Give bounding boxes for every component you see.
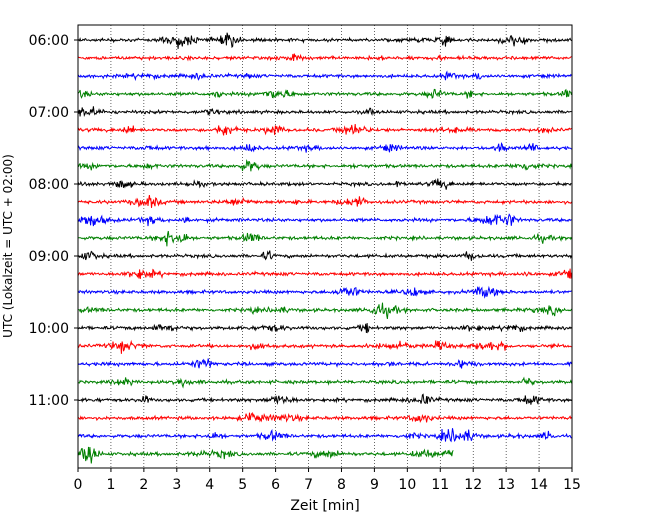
trace-1000 (77, 323, 572, 334)
trace-0815 (77, 195, 572, 208)
trace-0615 (77, 53, 572, 62)
x-tick-label: 1 (106, 477, 115, 493)
y-axis-label: UTC (Lokalzeit = UTC + 02:00) (1, 154, 15, 338)
x-tick-label: 12 (464, 477, 482, 493)
traces (77, 32, 572, 464)
x-axis: 0 1 2 3 4 5 6 7 8 9 10 11 12 13 14 15 (74, 468, 581, 493)
trace-1115 (77, 411, 572, 424)
x-tick-label: 7 (304, 477, 313, 493)
x-tick-label: 6 (271, 477, 280, 493)
y-tick-label: 10:00 (29, 321, 69, 337)
plot-background (78, 25, 572, 468)
x-tick-label: 10 (398, 477, 416, 493)
trace-0845 (77, 230, 572, 247)
x-tick-label: 4 (205, 477, 214, 493)
y-tick-label: 11:00 (29, 393, 69, 409)
trace-0830 (77, 213, 572, 227)
trace-0600 (77, 32, 572, 49)
x-tick-label: 9 (370, 477, 379, 493)
x-tick-label: 8 (337, 477, 346, 493)
y-tick-label: 09:00 (29, 249, 69, 265)
trace-0630 (77, 70, 572, 82)
y-tick-label: 07:00 (29, 105, 69, 121)
trace-1045 (77, 376, 572, 389)
x-axis-label: Zeit [min] (290, 498, 359, 514)
y-tick-label: 08:00 (29, 177, 69, 193)
x-tick-label: 13 (497, 477, 515, 493)
trace-0730 (77, 142, 572, 153)
y-axis: 06:00 07:00 08:00 09:00 10:00 11:00 (29, 33, 78, 409)
trace-1030 (77, 358, 572, 369)
trace-0645 (77, 88, 572, 99)
gridlines (110, 25, 540, 468)
trace-0915 (77, 268, 572, 279)
trace-1145 (77, 446, 454, 464)
trace-1015 (77, 339, 572, 354)
trace-0745 (78, 158, 572, 172)
x-tick-label: 15 (563, 477, 581, 493)
trace-0800 (77, 178, 572, 190)
x-tick-label: 5 (238, 477, 247, 493)
trace-0700 (77, 106, 572, 117)
x-tick-label: 14 (530, 477, 548, 493)
x-tick-label: 0 (74, 477, 83, 493)
trace-0900 (77, 250, 572, 261)
x-tick-label: 3 (172, 477, 181, 493)
trace-0715 (77, 124, 572, 136)
y-tick-label: 06:00 (29, 33, 69, 49)
plot-frame (77, 24, 573, 469)
x-tick-label: 11 (431, 477, 449, 493)
trace-1100 (77, 393, 572, 406)
trace-0945 (77, 302, 572, 319)
x-tick-label: 2 (139, 477, 148, 493)
trace-0930 (77, 285, 572, 299)
trace-1130 (77, 428, 572, 443)
